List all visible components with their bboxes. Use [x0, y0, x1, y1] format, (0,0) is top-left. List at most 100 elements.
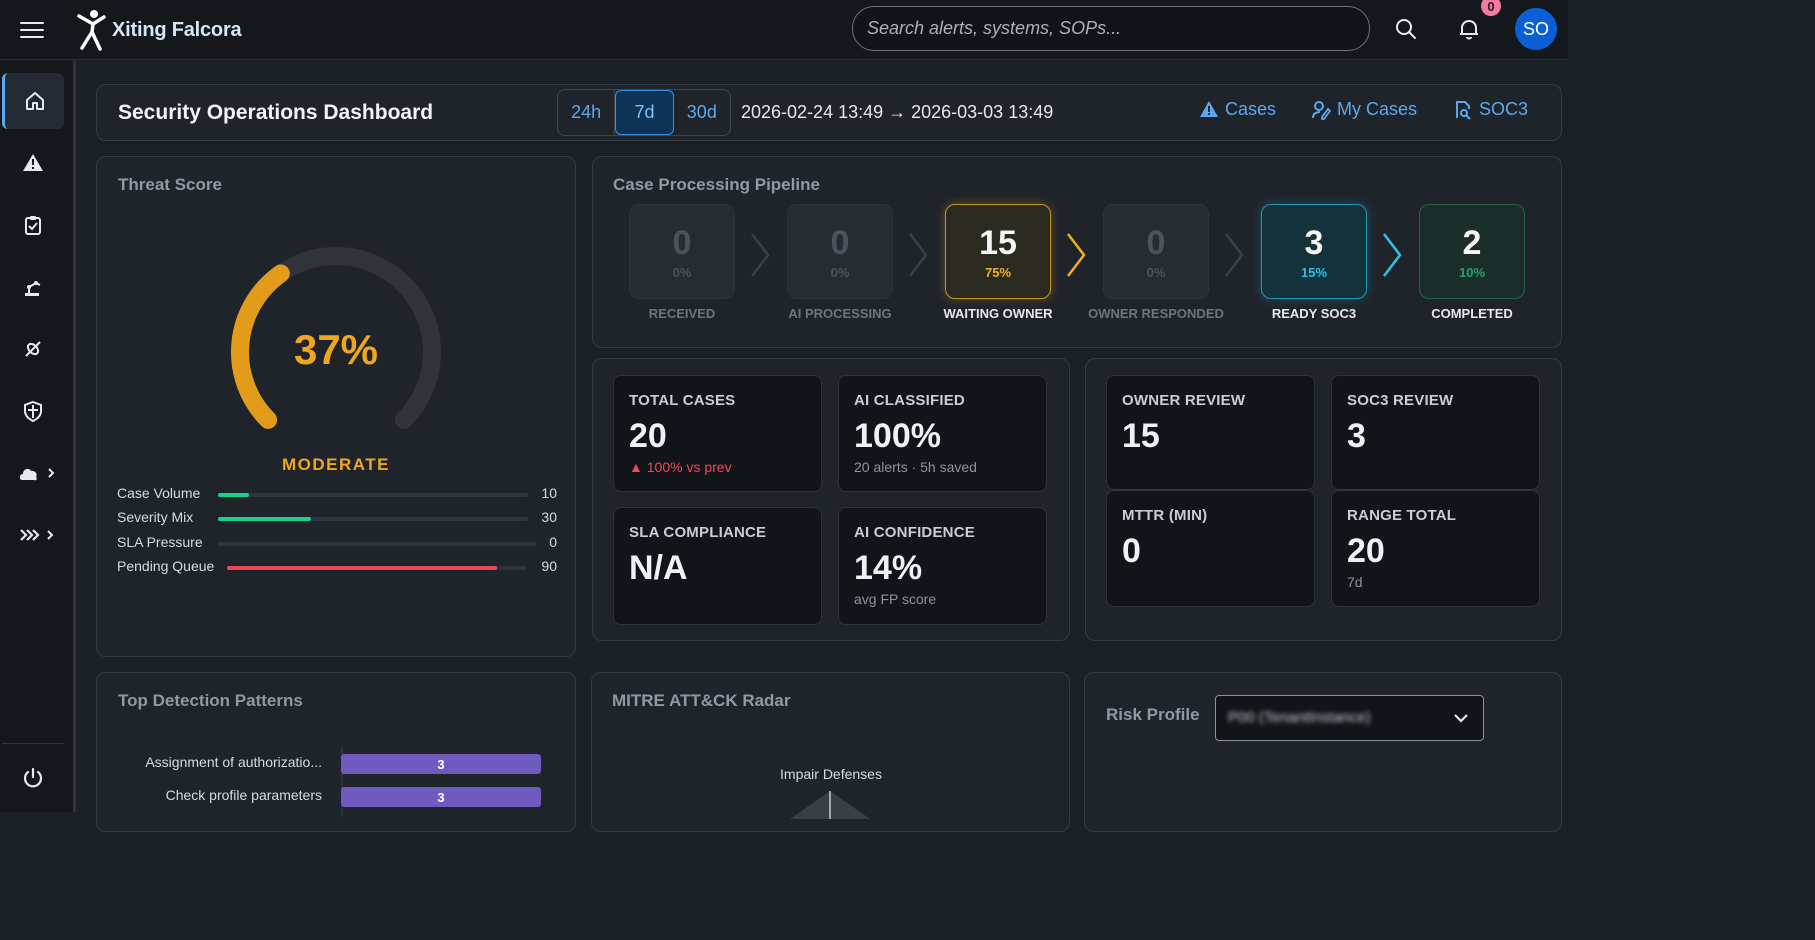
- sidebar-divider: [2, 743, 64, 744]
- mitre-radar-card: MITRE ATT&CK Radar Impair Defenses: [591, 672, 1070, 832]
- soc3-link-label: SOC3: [1479, 99, 1529, 119]
- metric-track: [227, 566, 527, 570]
- my-cases-link-label: My Cases: [1337, 99, 1418, 119]
- stage-percent: 10%: [1458, 265, 1486, 280]
- stat-value: 20: [629, 417, 667, 455]
- stage-received[interactable]: 0 0% RECEIVED: [629, 204, 735, 321]
- risk-profile-title: Risk Profile: [1106, 705, 1200, 724]
- user-edit-icon: [1312, 100, 1331, 120]
- stage-name: COMPLETED: [1431, 306, 1513, 321]
- user-avatar[interactable]: SO: [1515, 8, 1557, 50]
- metric-value: 0: [549, 534, 557, 550]
- shield-icon: [24, 400, 42, 422]
- stat-label: SOC3 REVIEW: [1347, 392, 1454, 409]
- global-search[interactable]: [852, 6, 1370, 51]
- range-30d-button[interactable]: 30d: [686, 102, 717, 122]
- stat-label: SLA COMPLIANCE: [629, 524, 767, 541]
- stage-box: 0 0%: [629, 204, 735, 299]
- stat-label: RANGE TOTAL: [1347, 507, 1457, 524]
- pattern-bar[interactable]: 3: [341, 787, 541, 807]
- metric-value: 10: [541, 485, 557, 501]
- metric-name: Case Volume: [117, 485, 201, 501]
- risk-profile-select[interactable]: P00 (TenantInstance): [1215, 695, 1484, 741]
- cloud-user-icon: [19, 468, 37, 481]
- sidebar-item-cloud-users[interactable]: [2, 445, 72, 501]
- metric-pending-queue: Pending Queue 90: [117, 558, 557, 578]
- top-bar: Xiting Falcora 0 SO: [0, 0, 1568, 60]
- robot-arm-icon: [25, 281, 41, 296]
- search-icon[interactable]: [1388, 11, 1424, 47]
- pipeline-chevron-icon: [1383, 233, 1402, 277]
- threat-score-value: 37%: [293, 326, 379, 373]
- gauge-fill: [231, 264, 290, 429]
- sidebar-item-pipelines[interactable]: [2, 507, 72, 563]
- pattern-label: Check profile parameters: [165, 787, 322, 803]
- stage-percent: 15%: [1300, 265, 1328, 280]
- stat-range-total: RANGE TOTAL 20 7d: [1331, 490, 1540, 607]
- pipeline-chevron-icon: [909, 233, 928, 277]
- sidebar-item-logout[interactable]: [2, 750, 64, 806]
- chevron-down-icon: [1454, 714, 1468, 723]
- stat-value: 15: [1122, 417, 1160, 455]
- radar-chart: [790, 791, 870, 819]
- stage-completed[interactable]: 2 10% COMPLETED: [1419, 204, 1525, 321]
- stat-label: AI CONFIDENCE: [854, 524, 975, 541]
- stage-count: 0: [830, 224, 850, 262]
- sidebar-item-integrations[interactable]: [2, 321, 64, 377]
- stage-ai-processing[interactable]: 0 0% AI PROCESSING: [787, 204, 893, 321]
- pattern-label: Assignment of authorizatio...: [145, 754, 322, 770]
- pipeline-card: Case Processing Pipeline 0 0% RECEIVED 0…: [592, 156, 1562, 348]
- sidebar-item-alerts[interactable]: [2, 135, 64, 191]
- hamburger-menu-icon[interactable]: [18, 17, 46, 41]
- falcora-logo-icon: [77, 10, 106, 51]
- stat-value: 14%: [854, 549, 923, 587]
- metric-fill: [218, 493, 249, 497]
- sidebar-item-security[interactable]: [2, 383, 64, 439]
- stat-value: 100%: [854, 417, 941, 455]
- time-range-toggle: 24h 7d 30d: [557, 89, 731, 136]
- home-icon: [25, 92, 44, 110]
- notification-count-badge: 0: [1481, 0, 1501, 16]
- sidebar-item-tasks[interactable]: [2, 197, 64, 253]
- soc3-link[interactable]: SOC3: [1453, 99, 1528, 120]
- pattern-bar[interactable]: 3: [341, 754, 541, 774]
- stage-name: WAITING OWNER: [943, 306, 1053, 321]
- my-cases-link[interactable]: My Cases: [1311, 99, 1417, 120]
- cases-link-label: Cases: [1225, 99, 1277, 119]
- cases-link[interactable]: Cases: [1199, 99, 1276, 120]
- stat-owner-review: OWNER REVIEW 15: [1106, 375, 1315, 490]
- link-icon: [25, 341, 41, 357]
- brand[interactable]: Xiting Falcora: [74, 8, 242, 52]
- search-input[interactable]: [867, 18, 1355, 39]
- metric-fill: [218, 517, 311, 521]
- stage-name: READY SOC3: [1271, 306, 1357, 321]
- metric-sla-pressure: SLA Pressure 0: [117, 534, 557, 554]
- bell-icon[interactable]: [1451, 11, 1487, 47]
- stage-box: 0 0%: [787, 204, 893, 299]
- stage-box: 2 10%: [1419, 204, 1525, 299]
- metric-value: 30: [541, 509, 557, 525]
- metric-case-volume: Case Volume 10: [117, 485, 557, 505]
- range-7d-button[interactable]: 7d: [615, 90, 674, 135]
- stage-name: OWNER RESPONDED: [1088, 306, 1224, 321]
- threat-score-title: Threat Score: [118, 175, 222, 194]
- mitre-radar-title: MITRE ATT&CK Radar: [612, 691, 791, 710]
- stage-percent: 0%: [1146, 265, 1166, 280]
- threat-level-label: MODERATE: [281, 455, 390, 474]
- stage-count: 15: [979, 224, 1017, 262]
- stage-name: AI PROCESSING: [788, 306, 892, 321]
- stage-owner-responded[interactable]: 0 0% OWNER RESPONDED: [1088, 204, 1224, 321]
- page-title: Security Operations Dashboard: [118, 101, 434, 124]
- date-range-text: 2026-02-24 13:49 → 2026-03-03 13:49: [741, 102, 1054, 122]
- range-24h-button[interactable]: 24h: [558, 90, 616, 135]
- sidebar-item-home[interactable]: [2, 73, 64, 129]
- dashboard-header: Security Operations Dashboard 24h 7d 30d…: [96, 84, 1562, 141]
- stage-percent: 75%: [984, 265, 1012, 280]
- warning-icon: [1200, 100, 1218, 117]
- stat-mttr: MTTR (MIN) 0: [1106, 490, 1315, 607]
- stage-ready-soc3[interactable]: 3 15% READY SOC3: [1261, 204, 1367, 321]
- sidebar-item-automation[interactable]: [2, 259, 64, 315]
- stat-sub: avg FP score: [854, 591, 937, 607]
- stage-waiting-owner[interactable]: 15 75% WAITING OWNER: [943, 204, 1053, 321]
- metric-value: 90: [541, 558, 557, 574]
